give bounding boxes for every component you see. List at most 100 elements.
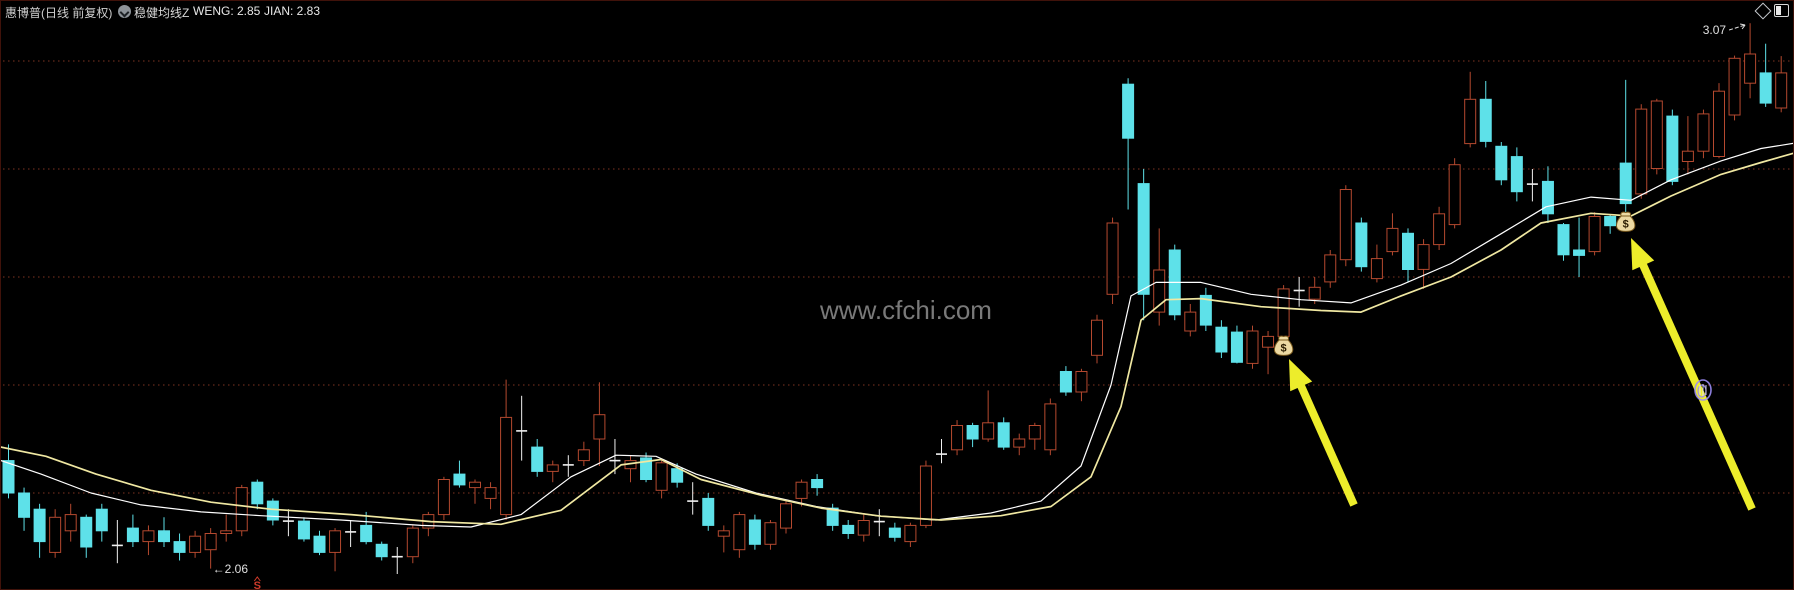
candle-up	[904, 524, 917, 543]
candle-down	[966, 425, 979, 440]
candle-down	[266, 500, 279, 521]
candle-down	[888, 527, 901, 538]
candle-down	[1230, 331, 1243, 363]
candle-up	[235, 487, 248, 532]
candle-up	[857, 520, 870, 536]
svg-text:$: $	[1281, 343, 1287, 355]
candle-up	[1339, 189, 1352, 261]
candle-up	[1775, 72, 1788, 109]
candle-up	[655, 462, 668, 491]
candle-down	[1510, 156, 1523, 193]
candle-up	[1308, 286, 1321, 300]
candle-down	[1479, 98, 1492, 142]
candle-up	[717, 530, 730, 537]
buy-signal-arrowhead	[1289, 359, 1313, 392]
diamond-icon[interactable]	[1754, 2, 1772, 20]
symbol-title: 惠博普(日线 前复权)	[5, 6, 113, 20]
candle-up	[1728, 57, 1741, 116]
candle-down	[1355, 222, 1368, 268]
low-price-label: ←2.06	[213, 562, 249, 576]
candle-up	[546, 464, 559, 472]
candle-up	[780, 503, 792, 529]
candle-up	[1433, 213, 1446, 246]
indicator-name[interactable]: 稳健均线Z	[134, 6, 190, 20]
candle-up	[1464, 98, 1477, 145]
candle-down	[1759, 72, 1772, 104]
candle-up	[1744, 53, 1757, 84]
exrights-caret	[253, 576, 261, 582]
exrights-marker: S	[254, 580, 261, 590]
candle-up	[1184, 311, 1197, 332]
candle-down	[313, 535, 326, 553]
candle-down	[1137, 183, 1150, 295]
candle-up	[437, 479, 450, 516]
candle-up	[500, 416, 513, 516]
candle-up	[1153, 269, 1166, 313]
candle-up	[329, 530, 342, 553]
buy-signal-arrowhead	[1631, 238, 1655, 271]
candle-up	[469, 481, 481, 489]
money-bag-icon: $	[1273, 335, 1294, 356]
candle-up	[1262, 335, 1275, 348]
candle-down	[1619, 162, 1632, 205]
candle-up	[1635, 108, 1648, 195]
candle-up	[1386, 227, 1399, 253]
high-price-label: 3.07	[1703, 23, 1727, 37]
candle-up	[593, 414, 606, 440]
candle-up	[64, 514, 77, 532]
candle-up	[1713, 90, 1725, 157]
candle-up	[951, 425, 964, 451]
watermark: www.cfchi.com	[819, 295, 992, 325]
candle-down	[1215, 326, 1228, 353]
candle-down	[1199, 294, 1212, 326]
candle-down	[1059, 371, 1072, 393]
candle-up	[142, 530, 155, 543]
candle-up	[1091, 319, 1103, 356]
candle-up	[919, 465, 932, 526]
candle-down	[453, 473, 466, 486]
candle-down	[1495, 145, 1508, 181]
candle-down	[997, 422, 1010, 448]
candle-down	[748, 519, 761, 545]
candle-down	[640, 457, 653, 480]
candle-up	[484, 487, 497, 499]
candle-up	[982, 422, 995, 440]
candle-down	[126, 527, 139, 543]
candle-up	[1044, 403, 1057, 451]
candle-down	[375, 543, 388, 558]
candle-down	[360, 524, 373, 543]
money-bag-icon: $	[1616, 211, 1636, 232]
candle-up	[1277, 288, 1290, 337]
candle-up	[1697, 113, 1710, 152]
candle-down	[158, 530, 170, 543]
candle-down	[1541, 180, 1554, 215]
high-annotation-arrowhead	[1740, 23, 1746, 30]
candle-down	[173, 541, 186, 553]
candle-down	[826, 507, 839, 526]
ma-line-jian	[1, 152, 1793, 526]
candle-up	[49, 516, 62, 553]
high-annotation-arrow	[1728, 24, 1746, 31]
candle-up	[1681, 150, 1694, 162]
candle-down	[671, 468, 684, 483]
candle-up	[1028, 425, 1041, 440]
candle-down	[1402, 232, 1414, 271]
candle-down	[33, 508, 46, 543]
candle-up	[1106, 222, 1119, 295]
candle-down	[842, 524, 855, 535]
candle-down	[1557, 224, 1570, 256]
candle-down	[1604, 216, 1617, 227]
candle-up	[189, 535, 202, 553]
cursor-glyph	[1694, 379, 1712, 401]
split-panel-icon[interactable]	[1774, 4, 1789, 17]
candle-up	[1013, 438, 1026, 448]
window-controls	[1754, 2, 1789, 20]
candle-down	[1573, 249, 1586, 256]
jian-value-label: JIAN: 2.83	[264, 4, 321, 18]
candle-up	[406, 527, 419, 558]
chevron-down-circle-icon[interactable]	[118, 5, 131, 18]
candle-down	[702, 497, 715, 526]
candle-up	[733, 514, 746, 551]
